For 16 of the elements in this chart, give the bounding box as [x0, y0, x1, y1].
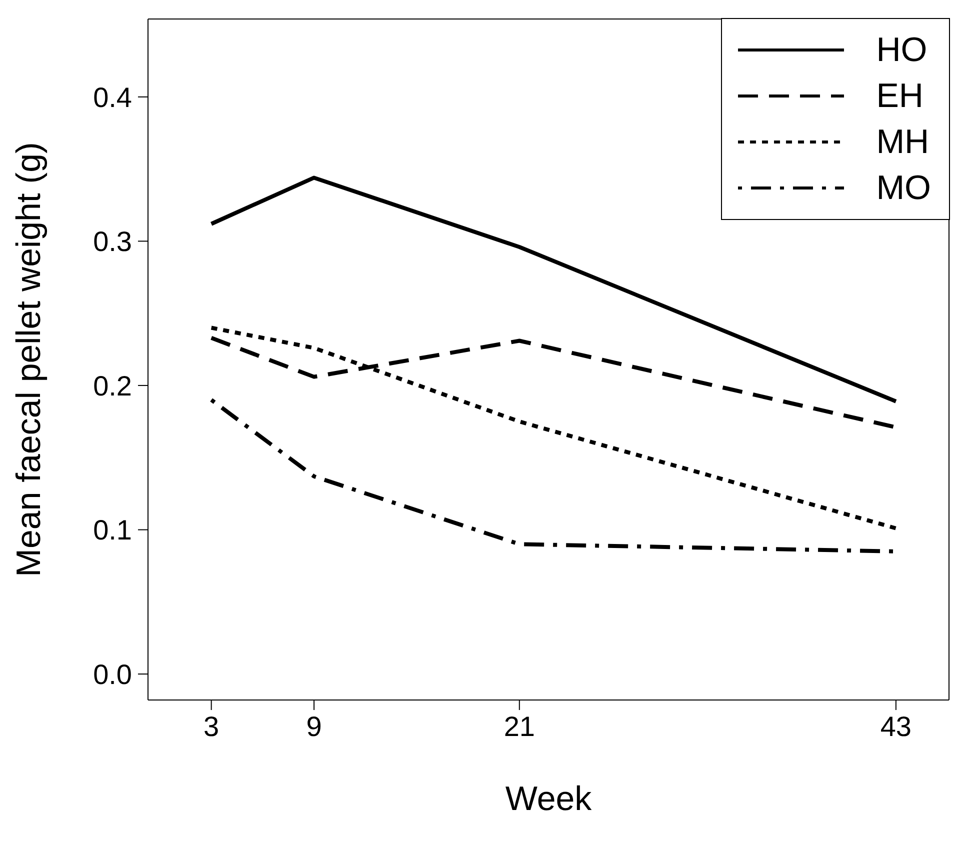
legend-label: MH	[876, 122, 930, 162]
x-tick-label: 43	[880, 710, 912, 742]
y-tick-label: 0.4	[93, 82, 132, 113]
x-axis-title: Week	[505, 780, 593, 818]
y-tick-label: 0.1	[93, 514, 132, 546]
legend-label: HO	[876, 30, 928, 70]
x-tick-label: 21	[504, 710, 535, 742]
x-tick-label: 9	[306, 710, 322, 742]
line-series	[209, 326, 898, 530]
legend-label: EH	[876, 76, 924, 116]
x-tick-label: 3	[204, 710, 220, 742]
y-tick-label: 0.2	[93, 370, 132, 402]
legend-label: MO	[876, 168, 931, 208]
y-axis-title: Mean faecal pellet weight (g)	[10, 142, 48, 577]
y-tick-label: 0.0	[93, 658, 132, 690]
y-tick-label: 0.3	[93, 226, 132, 258]
